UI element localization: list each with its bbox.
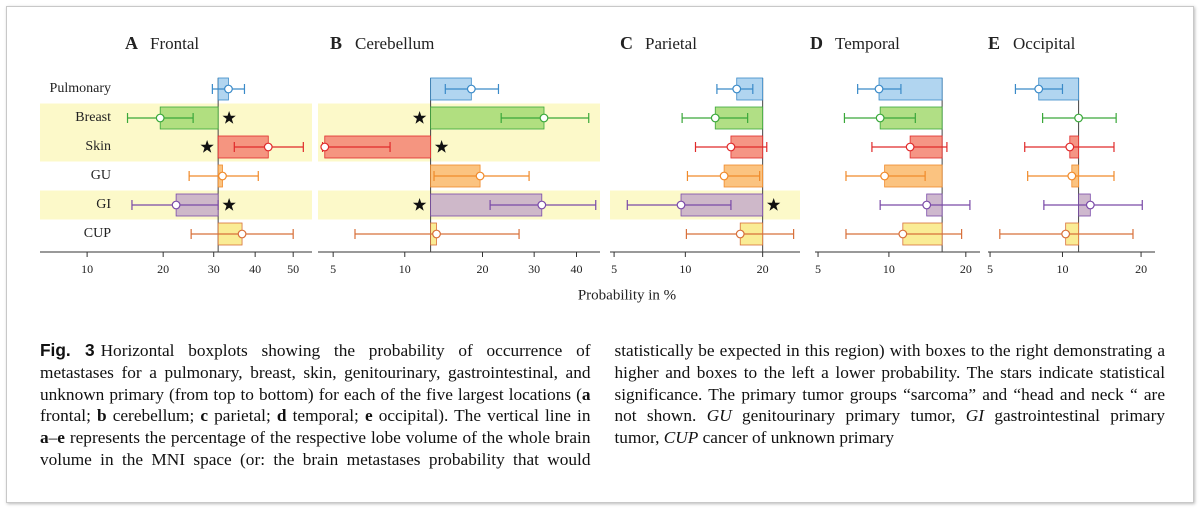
point-estimate (922, 200, 932, 210)
x-tick-label: 50 (287, 262, 299, 276)
caption-text: GU (706, 406, 732, 426)
x-tick-label: 40 (571, 262, 583, 276)
point-estimate (874, 84, 884, 94)
caption-text: CUP (663, 428, 699, 448)
x-tick-label: 5 (330, 262, 336, 276)
panel-title: Temporal (835, 34, 900, 53)
significance-star (434, 140, 449, 153)
caption-text: cancer of unknown primary (698, 428, 895, 448)
point-estimate (1067, 171, 1077, 181)
caption-text: cerebellum; (106, 406, 201, 426)
point-estimate (466, 84, 476, 94)
point-estimate (475, 171, 485, 181)
x-tick-label: 20 (960, 262, 972, 276)
row-label: GI (96, 197, 111, 212)
panel-letter: D (810, 33, 823, 53)
panel-title: Frontal (150, 34, 199, 53)
point-estimate (1061, 229, 1071, 239)
x-tick-label: 10 (81, 262, 93, 276)
point-estimate (1074, 113, 1083, 123)
caption-text: temporal; (286, 406, 365, 426)
significance-star (200, 140, 214, 153)
panel-letter: C (620, 33, 633, 53)
caption-text: a (40, 428, 49, 448)
caption-label: Fig. 3 (40, 340, 95, 360)
caption-text: e (364, 406, 373, 426)
caption-text: occipital). The vertical line in (372, 406, 591, 426)
row-label: Pulmonary (50, 81, 111, 96)
x-tick-label: 20 (476, 262, 488, 276)
x-tick-label: 20 (157, 262, 169, 276)
point-estimate (263, 142, 273, 152)
x-tick-label: 20 (1135, 262, 1147, 276)
panel-title: Parietal (645, 34, 697, 53)
panel-title: Occipital (1013, 34, 1076, 53)
caption-text: gastrointestinal primary tumor, (614, 406, 1166, 448)
point-estimate (735, 229, 745, 239)
x-axis-label: Probability in % (578, 287, 676, 303)
caption-text: a (581, 384, 591, 404)
panel-letter: E (988, 33, 1000, 53)
point-estimate (224, 84, 233, 94)
caption-text: GI (965, 406, 985, 426)
x-tick-label: 5 (987, 262, 993, 276)
row-label: GU (91, 168, 111, 183)
caption-text: parietal; (208, 406, 277, 426)
row-label: Skin (85, 139, 111, 154)
point-estimate (171, 200, 181, 210)
point-estimate (537, 200, 547, 210)
point-estimate (320, 142, 330, 152)
significance-star (412, 111, 427, 124)
point-estimate (719, 171, 729, 181)
point-estimate (237, 229, 247, 239)
point-estimate (905, 142, 915, 152)
point-estimate (726, 142, 736, 152)
x-tick-label: 40 (249, 262, 261, 276)
point-estimate (710, 113, 720, 123)
x-tick-label: 20 (757, 262, 769, 276)
point-estimate (898, 229, 908, 239)
significance-star (767, 198, 781, 211)
x-tick-label: 30 (528, 262, 540, 276)
point-estimate (732, 84, 742, 94)
caption-text: d (276, 406, 287, 426)
significance-star (222, 198, 236, 211)
panel-letter: A (125, 33, 138, 53)
panel-title: Cerebellum (355, 34, 434, 53)
caption-text: – (48, 428, 58, 448)
row-label: Breast (75, 110, 111, 125)
caption: Fig. 3 Horizontal boxplots showing the pr… (40, 340, 1165, 475)
x-tick-label: 30 (208, 262, 220, 276)
point-estimate (880, 171, 890, 181)
point-estimate (155, 113, 165, 123)
row-label: CUP (84, 226, 111, 241)
x-tick-label: 10 (883, 262, 895, 276)
x-tick-label: 10 (1056, 262, 1068, 276)
caption-text: represents the percentage of the respect… (40, 341, 1165, 469)
caption-text: Horizontal boxplots showing the probabil… (40, 341, 591, 404)
x-tick-label: 10 (399, 262, 411, 276)
x-tick-label: 5 (611, 262, 617, 276)
caption-text: b (96, 406, 107, 426)
point-estimate (1085, 200, 1095, 210)
point-estimate (676, 200, 686, 210)
significance-star (412, 198, 427, 211)
x-tick-label: 5 (815, 262, 821, 276)
panel-letter: B (330, 33, 342, 53)
caption-text: c (200, 406, 209, 426)
point-estimate (1034, 84, 1044, 94)
caption-text: frontal; (40, 406, 97, 426)
point-estimate (875, 113, 885, 123)
caption-text: e (57, 428, 65, 448)
point-estimate (539, 113, 549, 123)
caption-text: genitourinary primary tumor, (731, 406, 966, 426)
point-estimate (218, 171, 227, 181)
significance-star (222, 111, 236, 124)
x-tick-label: 10 (679, 262, 691, 276)
point-estimate (432, 229, 441, 239)
point-estimate (1065, 142, 1075, 152)
figure-frame (6, 6, 1194, 503)
